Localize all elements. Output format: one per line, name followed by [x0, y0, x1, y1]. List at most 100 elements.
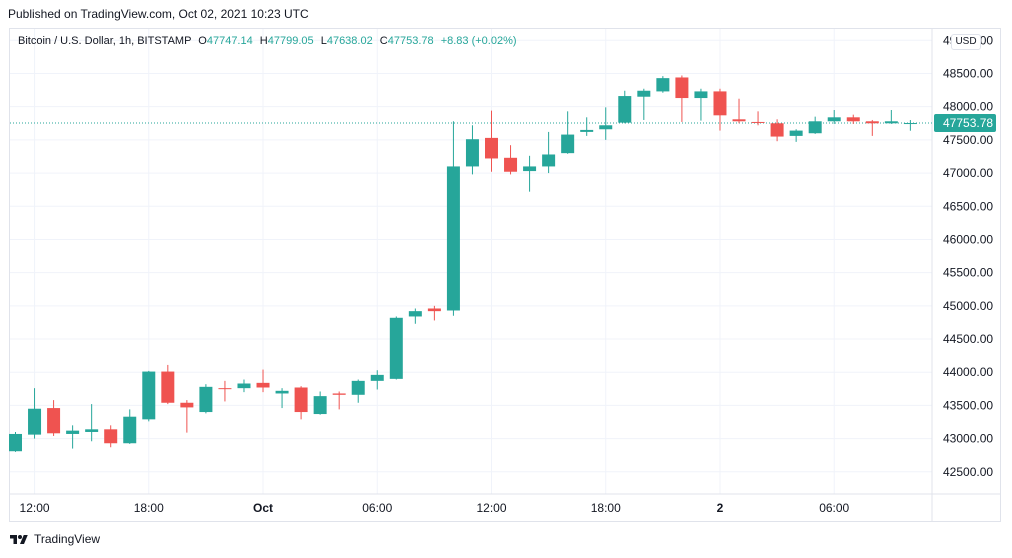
time-tick-label: 2 [717, 501, 724, 515]
chart-pane[interactable] [9, 28, 1001, 522]
candle-body [218, 388, 232, 390]
brand-name: TradingView [34, 532, 101, 546]
candle [370, 370, 384, 390]
candle-body [846, 117, 860, 122]
candle [9, 431, 22, 452]
candle-body [370, 374, 384, 381]
candle [751, 111, 765, 126]
candle [675, 75, 689, 122]
time-tick-label: 18:00 [134, 501, 164, 515]
candle [865, 119, 879, 136]
candle [256, 369, 270, 393]
candle-body [903, 123, 917, 125]
price-tick-label: 45500.00 [943, 266, 993, 280]
candle-body [104, 429, 118, 444]
candle [218, 380, 232, 402]
candle-body [770, 123, 784, 137]
price-tick-label: 47500.00 [943, 133, 993, 147]
candle-body [85, 429, 99, 432]
time-tick-label: 12:00 [20, 501, 50, 515]
candle [618, 90, 632, 124]
candle-body [351, 380, 365, 395]
low-value: 47638.02 [326, 35, 373, 47]
candle [47, 400, 61, 436]
candle-body [313, 396, 327, 415]
candle-body [446, 166, 460, 311]
candle [694, 88, 708, 121]
candle [199, 384, 213, 414]
candle [180, 400, 194, 433]
candle [542, 131, 556, 174]
candle [637, 88, 651, 120]
time-tick-label: 06:00 [819, 501, 849, 515]
candle-body [161, 371, 175, 403]
candle [846, 114, 860, 124]
candle-body [485, 137, 498, 159]
candle-body [9, 433, 22, 452]
price-tick-label: 44500.00 [943, 332, 993, 346]
time-tick-label: 12:00 [476, 501, 506, 515]
candle [580, 117, 594, 136]
high-value: 47799.05 [267, 35, 314, 47]
candle-body [523, 166, 537, 172]
candle [808, 116, 822, 134]
price-tick-label: 46000.00 [943, 232, 993, 246]
candle [66, 425, 80, 449]
time-tick-label: 18:00 [591, 501, 621, 515]
candle-body [675, 77, 689, 99]
candle [28, 388, 42, 439]
candle-body [465, 139, 479, 167]
currency-selector[interactable]: USD [951, 34, 981, 50]
candle [770, 119, 784, 142]
price-tick-label: 48000.00 [943, 100, 993, 114]
candle [561, 111, 575, 154]
candle [523, 155, 537, 192]
candle [123, 409, 137, 444]
time-tick-label: Oct [253, 501, 273, 515]
candle-body [28, 408, 42, 435]
candle [903, 120, 917, 131]
candle-body [47, 408, 61, 434]
last-price-tag-bg [934, 114, 996, 133]
tradingview-logo-icon [10, 535, 28, 544]
candle [446, 121, 460, 316]
candle-body [66, 430, 80, 434]
close-label: C [379, 35, 388, 47]
candle-body [561, 134, 575, 154]
last-price-tag-label: 47753.78 [943, 116, 993, 130]
chart-legend: Bitcoin / U.S. Dollar, 1h, BITSTAMP O477… [18, 35, 517, 47]
high-label: H [259, 35, 268, 47]
candle-body [237, 383, 251, 389]
candle-body [827, 117, 841, 122]
candle-body [865, 121, 879, 124]
price-tick-label: 47000.00 [943, 166, 993, 180]
candle [332, 391, 346, 410]
price-tick-label: 44000.00 [943, 365, 993, 379]
candle [85, 404, 99, 442]
candle-body [504, 157, 518, 172]
candle [599, 107, 613, 140]
candle-body [389, 317, 403, 379]
candle-body [751, 121, 765, 123]
candle-body [599, 125, 613, 130]
candle [485, 110, 498, 172]
candle-body [713, 91, 727, 116]
candle [142, 370, 156, 422]
candle [313, 391, 327, 415]
candle [427, 305, 441, 321]
candle [161, 364, 175, 405]
candle [656, 76, 670, 93]
candle [351, 379, 365, 403]
candle [827, 110, 841, 124]
candle [732, 98, 746, 124]
candle [504, 145, 518, 175]
candle-body [123, 416, 137, 444]
candle-body [542, 154, 556, 167]
candle [713, 88, 727, 131]
close-value: 47753.78 [387, 35, 434, 47]
candle [389, 316, 403, 380]
price-tick-label: 46500.00 [943, 199, 993, 213]
published-caption: Published on TradingView.com, Oct 02, 20… [8, 7, 309, 21]
candle-body [884, 121, 898, 124]
